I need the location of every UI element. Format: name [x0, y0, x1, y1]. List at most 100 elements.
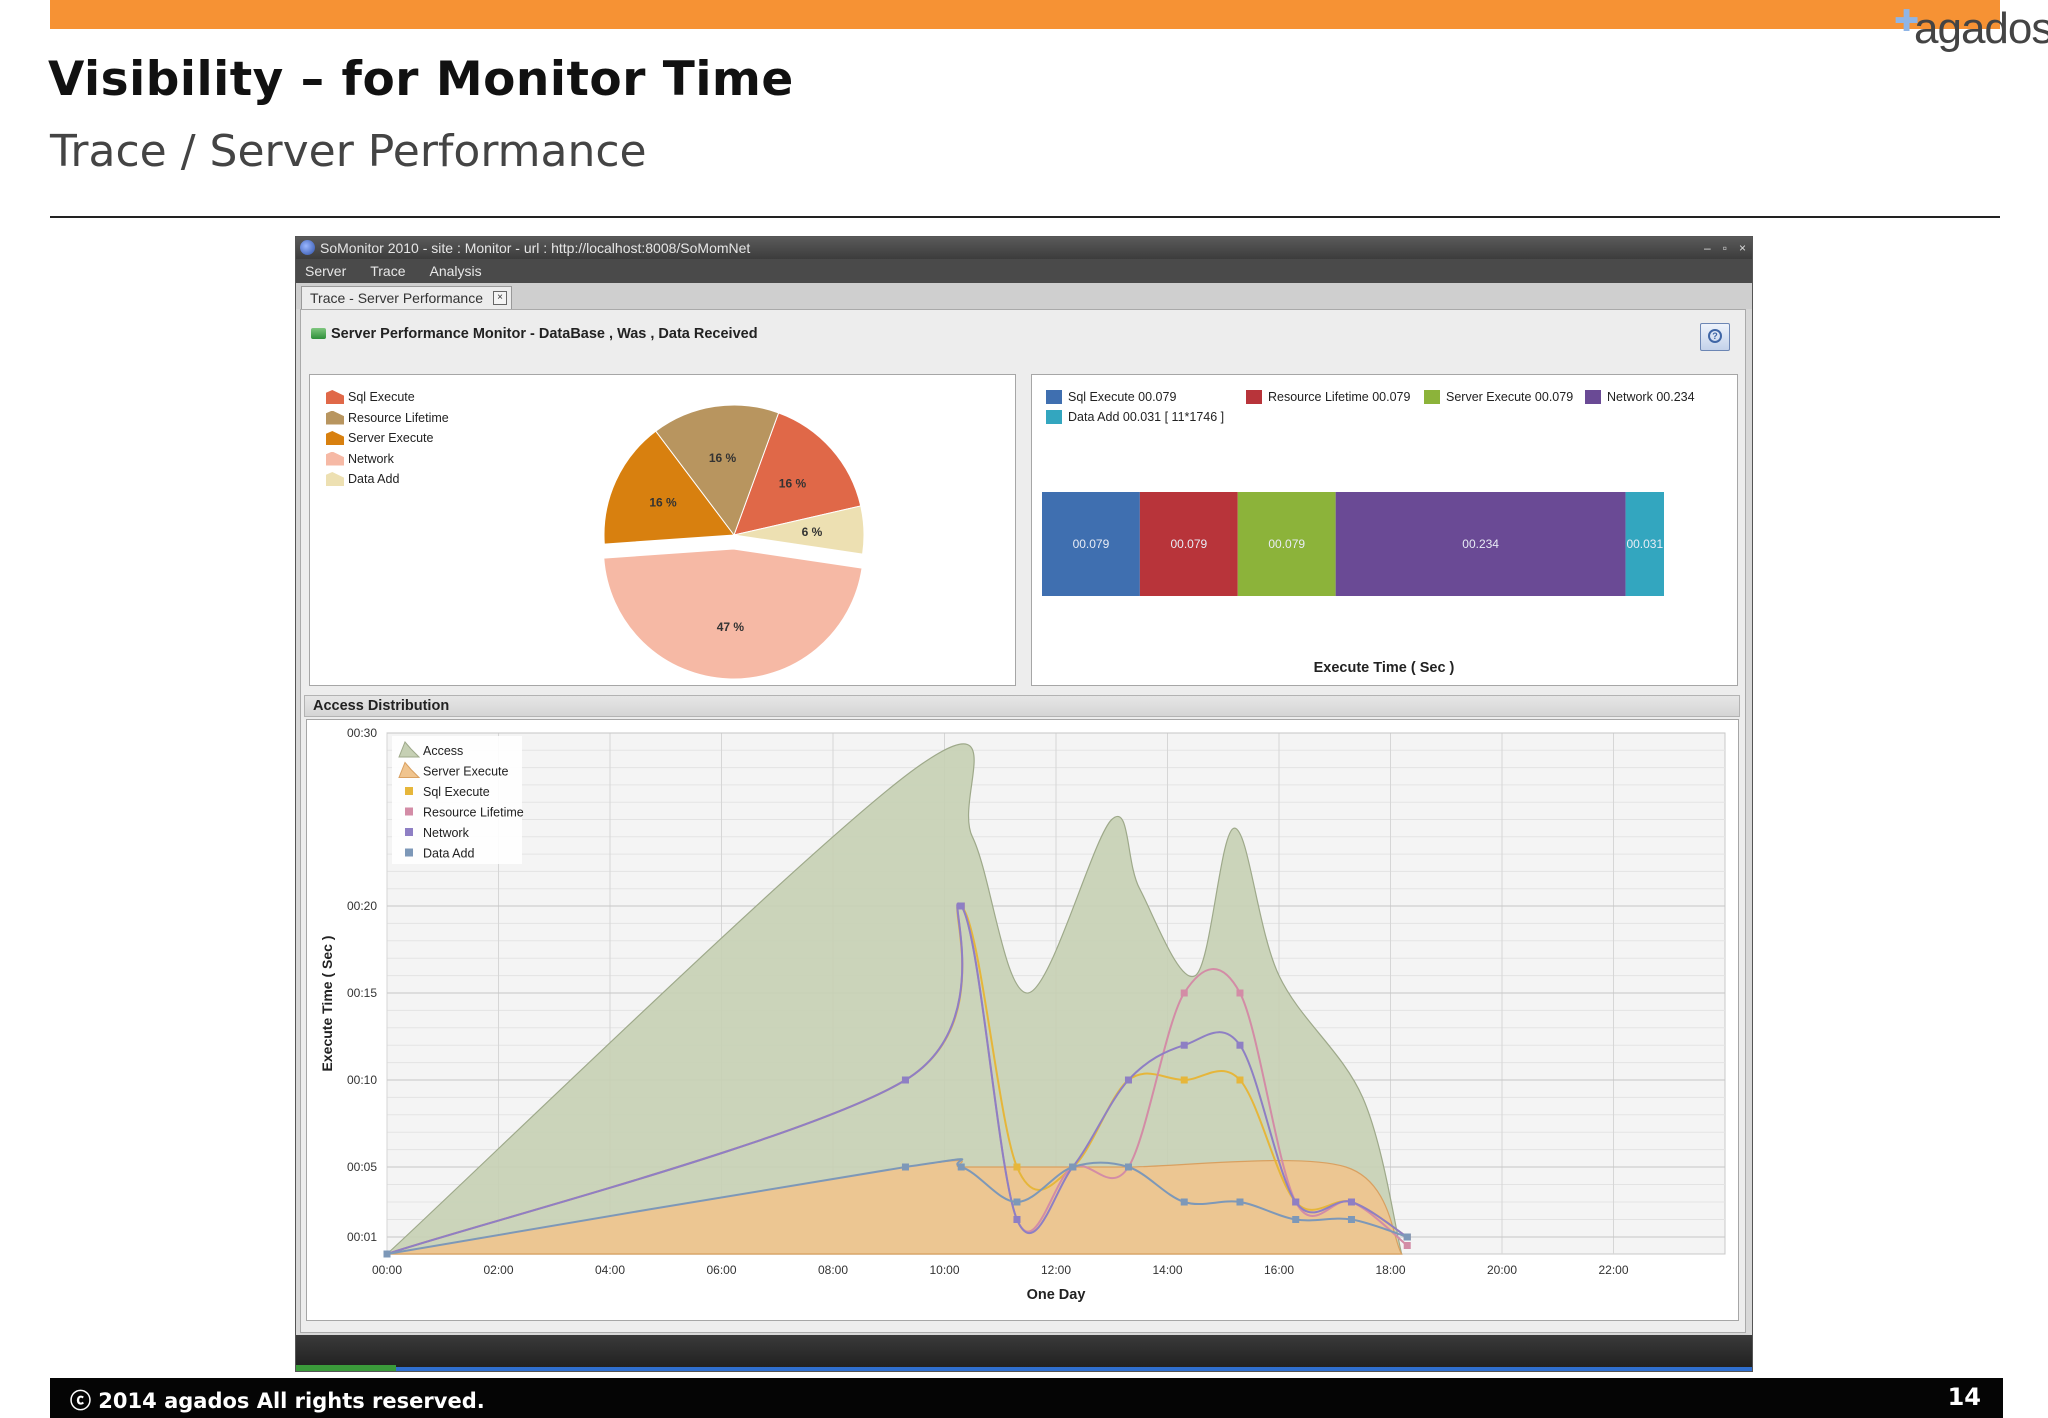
bar-x-axis-label: Execute Time ( Sec ): [1314, 660, 1455, 676]
slide-title: Visibility – for Monitor Time: [48, 52, 794, 107]
y-tick-label: 00:15: [347, 986, 377, 1000]
window-controls: – ▫ ×: [1704, 237, 1746, 259]
area-access[interactable]: [385, 743, 1403, 1255]
copyright-text: ⓒ 2014 agados All rights reserved.: [70, 1389, 485, 1413]
point-sql-execute[interactable]: [1180, 1076, 1188, 1084]
bar-legend-swatch: [1424, 390, 1440, 404]
status-progress-blue: [396, 1367, 1752, 1371]
close-icon[interactable]: ×: [1738, 241, 1746, 255]
tab-close-icon[interactable]: ×: [492, 291, 507, 305]
monitor-title-text: Server Performance Monitor - DataBase , …: [331, 326, 758, 342]
point-data-add[interactable]: [1013, 1198, 1021, 1206]
x-tick-label: 20:00: [1487, 1263, 1517, 1277]
access-distribution-chart: 00:00 02:00 04:00 06:00 08:00 10:00 12:00 14:00…: [319, 726, 1726, 1303]
pie-legend-resource-lifetime: Resource Lifetime: [326, 410, 449, 426]
point-network[interactable]: [1180, 1041, 1188, 1049]
y-tick-label: 00:01: [347, 1230, 377, 1244]
point-network[interactable]: [901, 1076, 909, 1084]
point-data-add[interactable]: [383, 1250, 391, 1258]
point-data-add[interactable]: [1069, 1163, 1077, 1171]
point-data-add[interactable]: [1403, 1233, 1411, 1241]
bar-legend-network: Network 00.234: [1585, 389, 1695, 405]
line-legend-network: Network: [423, 826, 470, 840]
x-tick-label: 06:00: [706, 1263, 736, 1277]
app-window: SoMonitor 2010 - site : Monitor - url : …: [295, 236, 1753, 1372]
point-data-add[interactable]: [1180, 1198, 1188, 1206]
line-legend-swatch: [405, 828, 413, 836]
pie-slice-data-add[interactable]: [733, 505, 865, 555]
bar-segment-network[interactable]: [1335, 492, 1626, 596]
x-tick-label: 00:00: [372, 1263, 402, 1277]
app-icon: [300, 240, 315, 255]
bar-segment-data-add[interactable]: [1625, 492, 1664, 596]
pie-slice-resource-lifetime[interactable]: [655, 404, 780, 537]
tab-label: Trace - Server Performance: [310, 290, 483, 306]
pie-label-network: 47 %: [717, 620, 745, 634]
point-network[interactable]: [957, 902, 965, 910]
x-tick-label: 10:00: [929, 1263, 959, 1277]
pie-legend-swatch: [326, 390, 344, 404]
point-data-add[interactable]: [1347, 1216, 1355, 1223]
access-distribution-header: Access Distribution: [304, 695, 1740, 717]
point-network[interactable]: [1013, 1216, 1021, 1223]
bar-legend-resource-lifetime: Resource Lifetime 00.079: [1246, 389, 1410, 405]
window-titlebar[interactable]: SoMonitor 2010 - site : Monitor - url : …: [296, 237, 1752, 259]
pie-label-data-add: 6 %: [802, 525, 823, 539]
point-data-add[interactable]: [901, 1163, 909, 1171]
bar-segment-sql-execute[interactable]: [1042, 492, 1140, 596]
x-tick-label: 14:00: [1152, 1263, 1182, 1277]
restore-icon[interactable]: ▫: [1722, 241, 1727, 255]
bar-segment-label: 00.079: [1073, 537, 1110, 551]
help-button[interactable]: ?: [1700, 323, 1730, 351]
point-network[interactable]: [1124, 1076, 1132, 1084]
bar-legend-sql-execute: Sql Execute 00.079: [1046, 389, 1176, 405]
pie-legend-label: Sql Execute: [348, 390, 415, 404]
bar-legend-label: Resource Lifetime 00.079: [1268, 390, 1411, 404]
pie-label-sql-execute: 16 %: [779, 476, 807, 490]
status-bar: [296, 1335, 1752, 1371]
top-accent-bar: [50, 0, 2000, 29]
point-network[interactable]: [1292, 1198, 1300, 1206]
point-resource-lifetime[interactable]: [1180, 989, 1188, 997]
pie-slice-sql-execute[interactable]: [733, 412, 862, 536]
pie-legend-swatch: [326, 472, 344, 486]
window-title: SoMonitor 2010 - site : Monitor - url : …: [320, 240, 751, 256]
line-legend-data-add: Data Add: [423, 847, 474, 861]
menu-analysis[interactable]: Analysis: [429, 263, 482, 279]
pie-chart-panel: Sql Execute Resource Lifetime Server Execu…: [309, 374, 1016, 686]
point-data-add[interactable]: [957, 1163, 965, 1171]
x-tick-label: 16:00: [1264, 1263, 1294, 1277]
pie-slice-server-execute[interactable]: [603, 430, 735, 545]
pie-slice-network[interactable]: [603, 548, 863, 680]
bar-legend-label: Sql Execute 00.079: [1068, 390, 1177, 404]
point-network[interactable]: [1236, 1041, 1244, 1049]
bar-segment-server-execute[interactable]: [1237, 492, 1336, 596]
point-data-add[interactable]: [1292, 1216, 1300, 1223]
menu-bar: Server Trace Analysis: [296, 259, 1752, 283]
point-network[interactable]: [1347, 1198, 1355, 1206]
line-legend-sql-execute: Sql Execute: [423, 785, 490, 799]
agados-logo: ✚ agados: [1894, 2, 2048, 64]
point-sql-execute[interactable]: [1013, 1163, 1021, 1171]
line-legend-access: Access: [423, 744, 463, 758]
point-resource-lifetime[interactable]: [1403, 1242, 1411, 1249]
pie-legend-sql-execute: Sql Execute: [326, 389, 415, 405]
line-legend: Access Server Execute Sql Execute Resource …: [392, 736, 524, 864]
page-number: 14: [1947, 1383, 1981, 1411]
point-data-add[interactable]: [1236, 1198, 1244, 1206]
line-legend-server-execute: Server Execute: [423, 765, 509, 779]
bar-segment-resource-lifetime[interactable]: [1139, 492, 1238, 596]
minimize-icon[interactable]: –: [1704, 241, 1711, 255]
x-tick-label: 12:00: [1041, 1263, 1071, 1277]
point-sql-execute[interactable]: [1236, 1076, 1244, 1084]
bar-legend-data-add: Data Add 00.031 [ 11*1746 ]: [1046, 409, 1224, 425]
menu-trace[interactable]: Trace: [370, 263, 406, 279]
y-tick-label: 00:05: [347, 1160, 377, 1174]
point-data-add[interactable]: [1124, 1163, 1132, 1171]
bar-legend-label: Server Execute 00.079: [1446, 390, 1574, 404]
point-resource-lifetime[interactable]: [1236, 989, 1244, 997]
bar-legend-label: Network 00.234: [1607, 390, 1695, 404]
tab-trace-server-performance[interactable]: Trace - Server Performance ×: [301, 286, 512, 309]
line-x-axis-label: One Day: [1027, 1287, 1086, 1303]
menu-server[interactable]: Server: [305, 263, 347, 279]
